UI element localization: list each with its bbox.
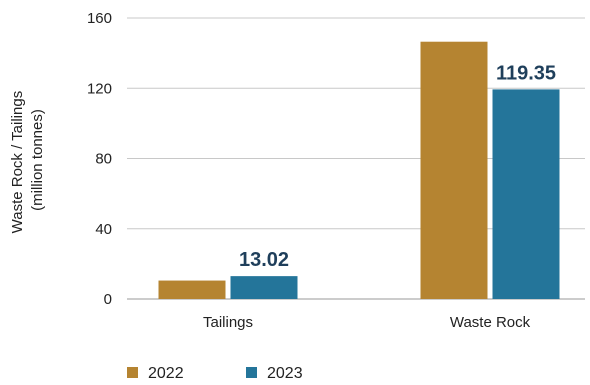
y-tick-label-40: 40: [95, 221, 112, 238]
bar-waste-rock-2022: [420, 41, 488, 299]
y-axis-title-line-2: (million tonnes): [29, 109, 46, 211]
x-axis-ticks: Tailings Waste Rock: [203, 314, 531, 331]
y-axis-title-line-1: Waste Rock / Tailings: [9, 91, 26, 234]
data-labels: 13.02 119.35: [239, 62, 556, 271]
legend-label-2023: 2023: [267, 365, 303, 382]
y-tick-label-160: 160: [87, 10, 112, 27]
legend-swatch-2023: [246, 367, 257, 378]
x-tick-label-waste-rock: Waste Rock: [450, 314, 531, 331]
legend: 2022 2023: [127, 365, 303, 382]
data-label-waste-rock-2023: 119.35: [496, 62, 556, 84]
bar-tailings-2023: [230, 276, 298, 299]
data-label-tailings-2023: 13.02: [239, 249, 289, 271]
x-tick-label-tailings: Tailings: [203, 314, 253, 331]
legend-swatch-2022: [127, 367, 138, 378]
bar-tailings-2022: [158, 280, 226, 299]
bars: [158, 41, 560, 299]
y-axis-title: Waste Rock / Tailings (million tonnes): [9, 87, 46, 234]
bar-waste-rock-2023: [492, 89, 560, 299]
legend-label-2022: 2022: [148, 365, 184, 382]
y-tick-label-120: 120: [87, 80, 112, 97]
y-axis-ticks: 0 40 80 120 160: [87, 10, 112, 308]
y-tick-label-80: 80: [95, 151, 112, 168]
y-tick-label-0: 0: [104, 291, 112, 308]
